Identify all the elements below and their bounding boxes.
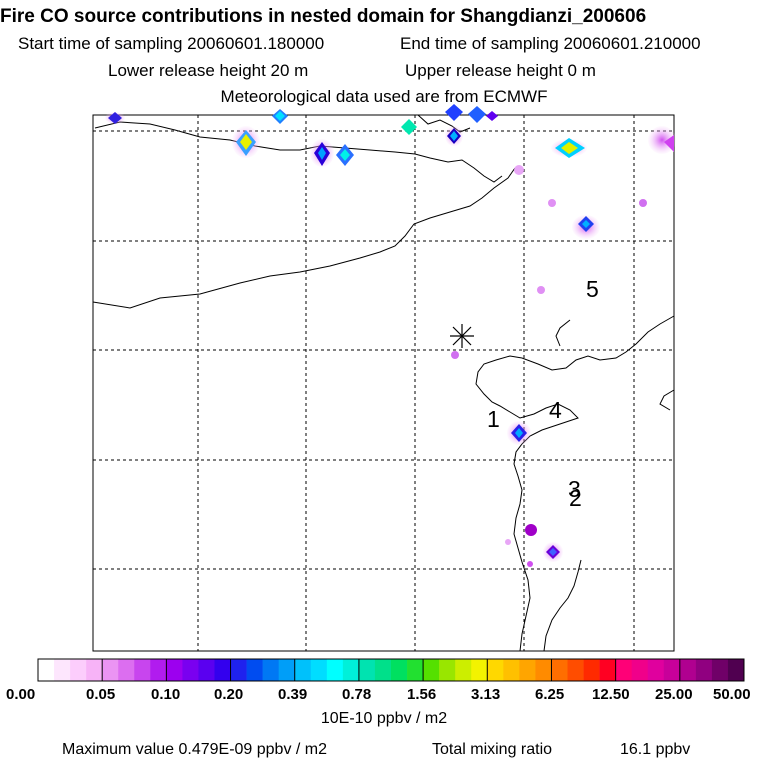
colorbar-swatch (214, 659, 231, 681)
colorbar-swatch (70, 659, 87, 681)
colorbar (37, 658, 745, 682)
colorbar-swatch (38, 659, 55, 681)
met-data-label: Meteorological data used are from ECMWF (220, 87, 548, 106)
colorbar-tick-label: 0.05 (86, 686, 116, 703)
region-label-4: 4 (549, 397, 562, 423)
colorbar-tick-label: 0.78 (342, 686, 372, 703)
maximum-value-label: Maximum value 0.479E-09 ppbv / m2 (62, 741, 328, 758)
colorbar-swatch (374, 659, 392, 681)
colorbar-units: 10E-10 ppbv / m2 (320, 710, 448, 727)
colorbar-swatch (503, 659, 520, 681)
total-mixing-ratio-value: 16.1 ppbv (620, 741, 691, 758)
map-title: Fire CO source contributions in nested d… (0, 6, 647, 27)
colorbar-swatch (278, 659, 296, 681)
station-marker (450, 324, 474, 348)
colorbar-swatch (711, 659, 729, 681)
lower-release-height-label: Lower release height 20 m (108, 61, 309, 80)
colorbar-swatch (519, 659, 536, 681)
colorbar-swatch (599, 659, 616, 681)
colorbar-swatch (198, 659, 215, 681)
end-time-label: End time of sampling 20060601.210000 (400, 34, 701, 53)
region-label-5: 5 (586, 276, 599, 302)
colorbar-swatch (150, 659, 167, 681)
colorbar-swatch (583, 659, 600, 681)
colorbar-tick-label: 25.00 (655, 686, 693, 703)
colorbar-swatch (262, 659, 279, 681)
colorbar-swatch (294, 659, 312, 681)
colorbar-tick-label: 0.10 (151, 686, 181, 703)
colorbar-swatch (455, 659, 472, 681)
colorbar-swatch (567, 659, 584, 681)
colorbar-swatch (358, 659, 376, 681)
region-label-1: 1 (487, 406, 500, 432)
colorbar-swatch (727, 659, 745, 681)
colorbar-swatch (246, 659, 263, 681)
colorbar-swatch (182, 659, 199, 681)
colorbar-swatch (487, 659, 504, 681)
colorbar-swatch (102, 659, 119, 681)
colorbar-swatch (326, 659, 344, 681)
region-label-2: 2 (569, 485, 582, 511)
colorbar-tick-label: 0.39 (278, 686, 308, 703)
colorbar-swatch (391, 659, 408, 681)
colorbar-swatch (407, 659, 424, 681)
colorbar-swatch (535, 659, 552, 681)
map-panel: 5 4 1 3 2 (92, 104, 676, 652)
colorbar-swatch (679, 659, 697, 681)
concentration-cells (105, 104, 676, 567)
colorbar-swatch (423, 659, 440, 681)
colorbar-swatch (118, 659, 135, 681)
colorbar-swatch (471, 659, 488, 681)
colorbar-swatch (230, 659, 247, 681)
colorbar-tick-label: 3.13 (471, 686, 501, 703)
colorbar-swatch (631, 659, 649, 681)
colorbar-frame (37, 658, 745, 682)
colorbar-swatch (615, 659, 632, 681)
colorbar-swatch (86, 659, 103, 681)
map-gridlines (93, 115, 674, 651)
colorbar-swatch (439, 659, 456, 681)
colorbar-tick-label: 1.56 (407, 686, 437, 703)
colorbar-swatch (551, 659, 568, 681)
colorbar-tick-label: 0.00 (6, 686, 36, 703)
colorbar-tick-label: 0.20 (214, 686, 244, 703)
colorbar-swatch (310, 659, 328, 681)
colorbar-swatch (663, 659, 681, 681)
start-time-label: Start time of sampling 20060601.180000 (18, 34, 325, 53)
colorbar-swatch (166, 659, 183, 681)
colorbar-swatch (647, 659, 665, 681)
colorbar-swatch (695, 659, 713, 681)
region-label-3: 3 (568, 476, 581, 502)
colorbar-tick-label: 50.00 (713, 686, 751, 703)
total-mixing-ratio-label: Total mixing ratio (432, 741, 553, 758)
colorbar-swatch (342, 659, 360, 681)
colorbar-tick-label: 12.50 (592, 686, 630, 703)
colorbar-tick-label: 6.25 (535, 686, 565, 703)
colorbar-swatch (134, 659, 151, 681)
upper-release-height-label: Upper release height 0 m (405, 61, 596, 80)
colorbar-swatch (54, 659, 71, 681)
